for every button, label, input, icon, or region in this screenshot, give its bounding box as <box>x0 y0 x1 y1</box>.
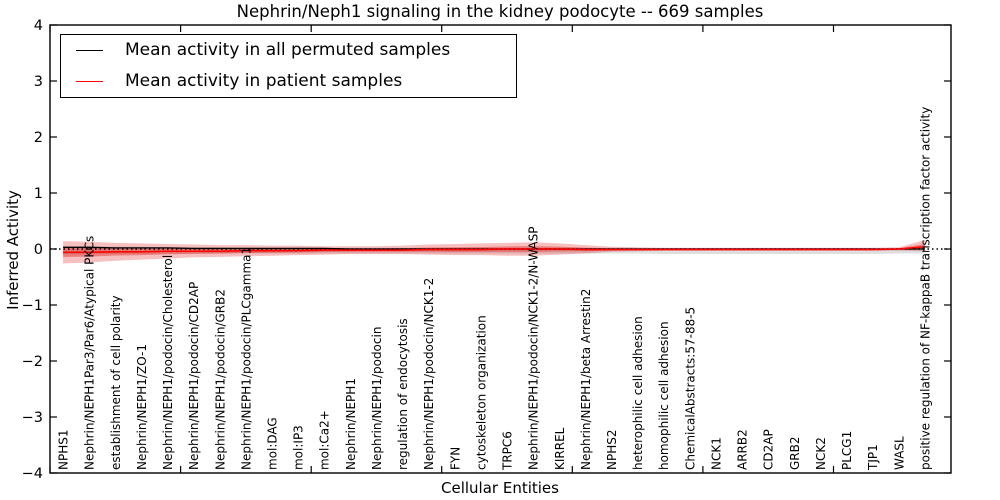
y-tick-label: −3 <box>22 410 43 426</box>
patient-line-swatch <box>76 81 103 82</box>
y-tick-label: 1 <box>34 186 43 202</box>
x-category-label: Nephrin/NEPH1/podocin <box>370 327 384 470</box>
chart-title: Nephrin/Neph1 signaling in the kidney po… <box>236 2 764 21</box>
y-tick-label: 3 <box>34 74 43 90</box>
legend: Mean activity in all permuted samples Me… <box>60 34 517 98</box>
x-category-label: Nephrin/NEPH1/podocin/NCK1-2/N-WASP <box>527 227 541 470</box>
x-category-label: NCK2 <box>814 437 828 470</box>
x-category-label: FYN <box>448 447 462 470</box>
x-category-label: regulation of endocytosis <box>396 318 410 470</box>
x-category-label: mol:Ca2+ <box>318 410 332 470</box>
x-category-label: TJP1 <box>866 444 880 471</box>
confidence-band <box>63 240 925 264</box>
x-category-label: Nephrin/NEPH1 <box>344 378 358 470</box>
x-category-label: mol:IP3 <box>292 425 306 470</box>
y-tick-label: −4 <box>22 466 43 482</box>
x-category-label: KIRREL <box>553 427 567 470</box>
x-category-label: Nephrin/NEPH1/podocin/GRB2 <box>213 289 227 470</box>
x-category-label: Nephrin/NEPH1/podocin/PLCgamma1 <box>239 247 253 470</box>
x-category-label: TRPC6 <box>501 431 515 471</box>
x-category-label: homophilic cell adhesion <box>657 321 671 470</box>
y-axis-title: Inferred Activity <box>4 190 22 310</box>
confidence-band <box>63 243 925 258</box>
x-category-label: Nephrin/NEPH1/podocin/NCK1-2 <box>422 278 436 470</box>
x-category-label: ChemicalAbstracts:57-88-5 <box>683 307 697 470</box>
x-category-label: CD2AP <box>762 429 776 470</box>
x-category-label: Nephrin/NEPH1/beta Arrestin2 <box>579 289 593 470</box>
legend-label-patient: Mean activity in patient samples <box>125 71 403 91</box>
x-category-label: ARRB2 <box>736 429 750 470</box>
x-category-label: Nephrin/NEPH1/podocin/CD2AP <box>187 282 201 470</box>
y-tick-label: 2 <box>34 130 43 146</box>
legend-entry-patient: Mean activity in patient samples <box>76 71 516 93</box>
legend-label-permuted: Mean activity in all permuted samples <box>125 40 451 60</box>
x-category-label: Nephrin/NEPH1/ZO-1 <box>135 344 149 470</box>
y-tick-label: 0 <box>34 242 43 258</box>
x-category-label: NPHS2 <box>605 430 619 471</box>
x-category-label: PLCG1 <box>840 431 854 470</box>
y-tick-label: −1 <box>22 298 43 314</box>
x-category-label: mol:DAG <box>266 417 280 470</box>
x-category-label: GRB2 <box>788 436 802 470</box>
patient-mean-line <box>63 245 925 254</box>
x-category-label: WASL <box>892 436 906 470</box>
y-tick-label: −2 <box>22 354 43 370</box>
x-category-label: NPHS1 <box>57 430 71 471</box>
x-category-label: heterophilic cell adhesion <box>631 316 645 470</box>
permuted-line-swatch <box>76 50 103 51</box>
x-category-label: Nephrin/NEPH1/podocin/Cholesterol <box>161 255 175 470</box>
legend-entry-permuted: Mean activity in all permuted samples <box>76 40 516 62</box>
y-tick-label: 4 <box>34 18 43 34</box>
x-category-label: Nephrin/NEPH1Par3/Par6/Atypical PKCs <box>83 236 97 470</box>
x-axis-title: Cellular Entities <box>441 479 559 497</box>
x-category-label: NCK1 <box>710 437 724 470</box>
x-category-label: establishment of cell polarity <box>109 295 123 470</box>
x-category-label: cytoskeleton organization <box>474 315 488 470</box>
x-category-label: positive regulation of NF-kappaB transcr… <box>918 107 932 470</box>
